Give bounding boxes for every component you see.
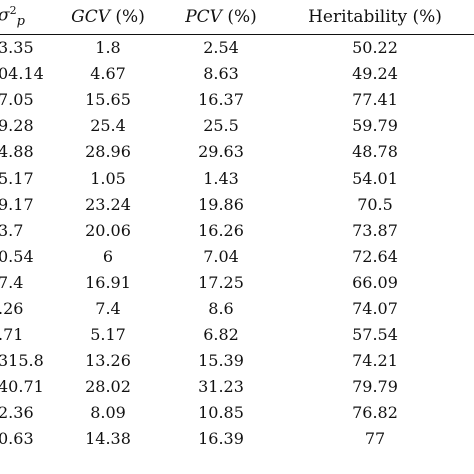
cell-pcv: 2.54 — [203, 38, 239, 58]
cell-pcv: 15.39 — [198, 351, 244, 371]
table-row: 7.05 15.65 16.37 77.41 — [0, 87, 474, 113]
cell-phenotypic-variance: 40.71 — [0, 377, 44, 397]
cell-heritability: 49.24 — [352, 64, 398, 84]
table-header: σ2p GCV (%) PCV (%) Heritability (%) — [0, 0, 474, 35]
cell-pcv: 6.82 — [203, 325, 239, 345]
table-row: 9.17 23.24 19.86 70.5 — [0, 192, 474, 218]
cell-heritability: 66.09 — [352, 272, 398, 292]
table-row: 04.14 4.67 8.63 49.24 — [0, 61, 474, 87]
cell-phenotypic-variance: 0.63 — [0, 429, 34, 449]
cell-phenotypic-variance: 4.88 — [0, 142, 34, 162]
cell-gcv: 1.8 — [95, 38, 121, 58]
table-row: .71 5.17 6.82 57.54 — [0, 322, 474, 348]
cell-heritability: 74.21 — [352, 351, 398, 371]
cell-phenotypic-variance: .26 — [0, 298, 24, 318]
table-row: 4.88 28.96 29.63 48.78 — [0, 139, 474, 165]
cell-gcv: 6 — [102, 246, 114, 266]
header-gcv-unit: (%) — [110, 7, 145, 27]
cell-heritability: 70.5 — [357, 194, 393, 214]
cell-phenotypic-variance: 04.14 — [0, 64, 44, 84]
cell-heritability: 57.54 — [352, 325, 398, 345]
cell-pcv: 7.04 — [203, 246, 239, 266]
cell-gcv: 25.4 — [90, 116, 126, 136]
cell-heritability: 77 — [364, 429, 386, 449]
cell-pcv: 31.23 — [198, 377, 244, 397]
table-row: 3.35 1.8 2.54 50.22 — [0, 35, 474, 62]
cell-pcv: 17.25 — [198, 272, 244, 292]
header-heritability: Heritability (%) — [276, 0, 474, 35]
cell-heritability: 73.87 — [352, 220, 398, 240]
cell-gcv: 16.91 — [85, 272, 131, 292]
table-row: .26 7.4 8.6 74.07 — [0, 296, 474, 322]
cell-heritability: 74.07 — [352, 298, 398, 318]
cell-phenotypic-variance: 7.4 — [0, 272, 24, 292]
cell-gcv: 8.09 — [90, 403, 126, 423]
cell-heritability: 79.79 — [352, 377, 398, 397]
cell-heritability: 59.79 — [352, 116, 398, 136]
table-body: 3.35 1.8 2.54 50.22 04.14 4.67 8.63 49.24 7.05 15… — [0, 35, 474, 453]
cell-gcv: 28.96 — [85, 142, 131, 162]
sigma-symbol: σ — [0, 6, 10, 26]
cell-phenotypic-variance: 5.17 — [0, 168, 34, 188]
cell-pcv: 29.63 — [198, 142, 244, 162]
cell-heritability: 48.78 — [352, 142, 398, 162]
cell-phenotypic-variance: 0.54 — [0, 246, 34, 266]
cell-phenotypic-variance: .71 — [0, 325, 24, 345]
table-row: 2.36 8.09 10.85 76.82 — [0, 400, 474, 426]
sigma-superscript: 2 — [9, 4, 17, 18]
cell-gcv: 4.67 — [90, 64, 126, 84]
table-row: 3.7 20.06 16.26 73.87 — [0, 218, 474, 244]
cell-phenotypic-variance: 3.7 — [0, 220, 24, 240]
cell-heritability: 72.64 — [352, 246, 398, 266]
header-gcv-abbrev: GCV — [71, 7, 111, 27]
genetic-parameters-table: σ2p GCV (%) PCV (%) Heritability (%) 3.3… — [0, 0, 474, 453]
table-row: 9.28 25.4 25.5 59.79 — [0, 113, 474, 139]
cell-pcv: 16.39 — [198, 429, 244, 449]
cell-gcv: 7.4 — [95, 298, 121, 318]
sigma-subscript: p — [16, 14, 25, 30]
cell-pcv: 16.37 — [198, 90, 244, 110]
cell-heritability: 54.01 — [352, 168, 398, 188]
cell-pcv: 19.86 — [198, 194, 244, 214]
table-row: 0.63 14.38 16.39 77 — [0, 426, 474, 452]
cell-pcv: 8.6 — [208, 298, 234, 318]
cell-gcv: 28.02 — [85, 377, 131, 397]
table-row: 7.4 16.91 17.25 66.09 — [0, 270, 474, 296]
header-pcv: PCV (%) — [166, 0, 276, 35]
cell-heritability: 50.22 — [352, 38, 398, 58]
cell-pcv: 16.26 — [198, 220, 244, 240]
cell-phenotypic-variance: 3.35 — [0, 38, 34, 58]
header-pcv-abbrev: PCV — [185, 7, 222, 27]
cell-heritability: 77.41 — [352, 90, 398, 110]
header-gcv: GCV (%) — [50, 0, 166, 35]
cell-pcv: 8.63 — [203, 64, 239, 84]
cell-phenotypic-variance: 9.17 — [0, 194, 34, 214]
genetic-parameters-table-region: σ2p GCV (%) PCV (%) Heritability (%) 3.3… — [0, 0, 474, 453]
header-row: σ2p GCV (%) PCV (%) Heritability (%) — [0, 0, 474, 35]
header-phenotypic-variance: σ2p — [0, 0, 50, 35]
cell-heritability: 76.82 — [352, 403, 398, 423]
cell-gcv: 20.06 — [85, 220, 131, 240]
cell-gcv: 15.65 — [85, 90, 131, 110]
cell-gcv: 13.26 — [85, 351, 131, 371]
cell-gcv: 23.24 — [85, 194, 131, 214]
cell-gcv: 5.17 — [90, 325, 126, 345]
cell-gcv: 14.38 — [85, 429, 131, 449]
cell-phenotypic-variance: 2.36 — [0, 403, 34, 423]
cell-gcv: 1.05 — [90, 168, 126, 188]
table-row: 5.17 1.05 1.43 54.01 — [0, 165, 474, 191]
table-row: 0.54 6 7.04 72.64 — [0, 244, 474, 270]
cell-phenotypic-variance: 9.28 — [0, 116, 34, 136]
table-row: 40.71 28.02 31.23 79.79 — [0, 374, 474, 400]
header-pcv-unit: (%) — [221, 7, 257, 27]
cell-pcv: 10.85 — [198, 403, 244, 423]
cell-phenotypic-variance: 315.8 — [0, 351, 44, 371]
cell-phenotypic-variance: 7.05 — [0, 90, 34, 110]
cell-pcv: 25.5 — [203, 116, 239, 136]
cell-pcv: 1.43 — [203, 168, 239, 188]
table-row: 315.8 13.26 15.39 74.21 — [0, 348, 474, 374]
